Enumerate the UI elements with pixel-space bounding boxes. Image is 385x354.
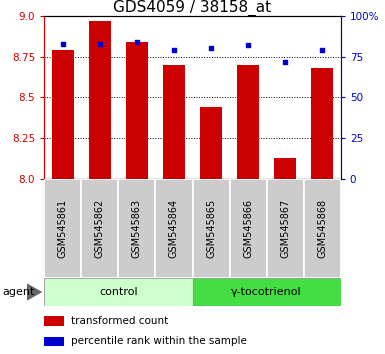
Bar: [52, 50, 74, 179]
Text: GSM545861: GSM545861: [58, 199, 68, 258]
Bar: [44, 179, 81, 278]
Text: GSM545863: GSM545863: [132, 199, 142, 258]
Bar: [192, 278, 341, 306]
Point: [134, 39, 140, 45]
Polygon shape: [27, 283, 42, 301]
Point: [245, 42, 251, 48]
Bar: [119, 179, 156, 278]
Bar: [81, 179, 119, 278]
Bar: [192, 179, 229, 278]
Point: [171, 47, 177, 53]
Text: GSM545862: GSM545862: [95, 199, 105, 258]
Text: GSM545867: GSM545867: [280, 199, 290, 258]
Bar: [311, 68, 333, 179]
Point: [208, 46, 214, 51]
Bar: [229, 179, 266, 278]
Point: [282, 59, 288, 64]
Bar: [267, 179, 304, 278]
Text: GSM545865: GSM545865: [206, 199, 216, 258]
Text: transformed count: transformed count: [71, 316, 168, 326]
Text: control: control: [99, 287, 138, 297]
Point: [97, 41, 103, 46]
Point: [60, 41, 66, 46]
Bar: [44, 337, 64, 346]
Bar: [163, 65, 185, 179]
Text: γ-tocotrienol: γ-tocotrienol: [231, 287, 302, 297]
Text: percentile rank within the sample: percentile rank within the sample: [71, 336, 247, 346]
Title: GDS4059 / 38158_at: GDS4059 / 38158_at: [114, 0, 271, 16]
Bar: [126, 42, 148, 179]
Bar: [304, 179, 341, 278]
Bar: [89, 21, 111, 179]
Bar: [44, 278, 192, 306]
Bar: [44, 316, 64, 326]
Text: GSM545866: GSM545866: [243, 199, 253, 258]
Bar: [200, 107, 222, 179]
Bar: [237, 65, 259, 179]
Text: GSM545868: GSM545868: [317, 199, 327, 258]
Point: [319, 47, 325, 53]
Bar: [156, 179, 192, 278]
Bar: [274, 158, 296, 179]
Text: agent: agent: [2, 287, 34, 297]
Text: GSM545864: GSM545864: [169, 199, 179, 258]
